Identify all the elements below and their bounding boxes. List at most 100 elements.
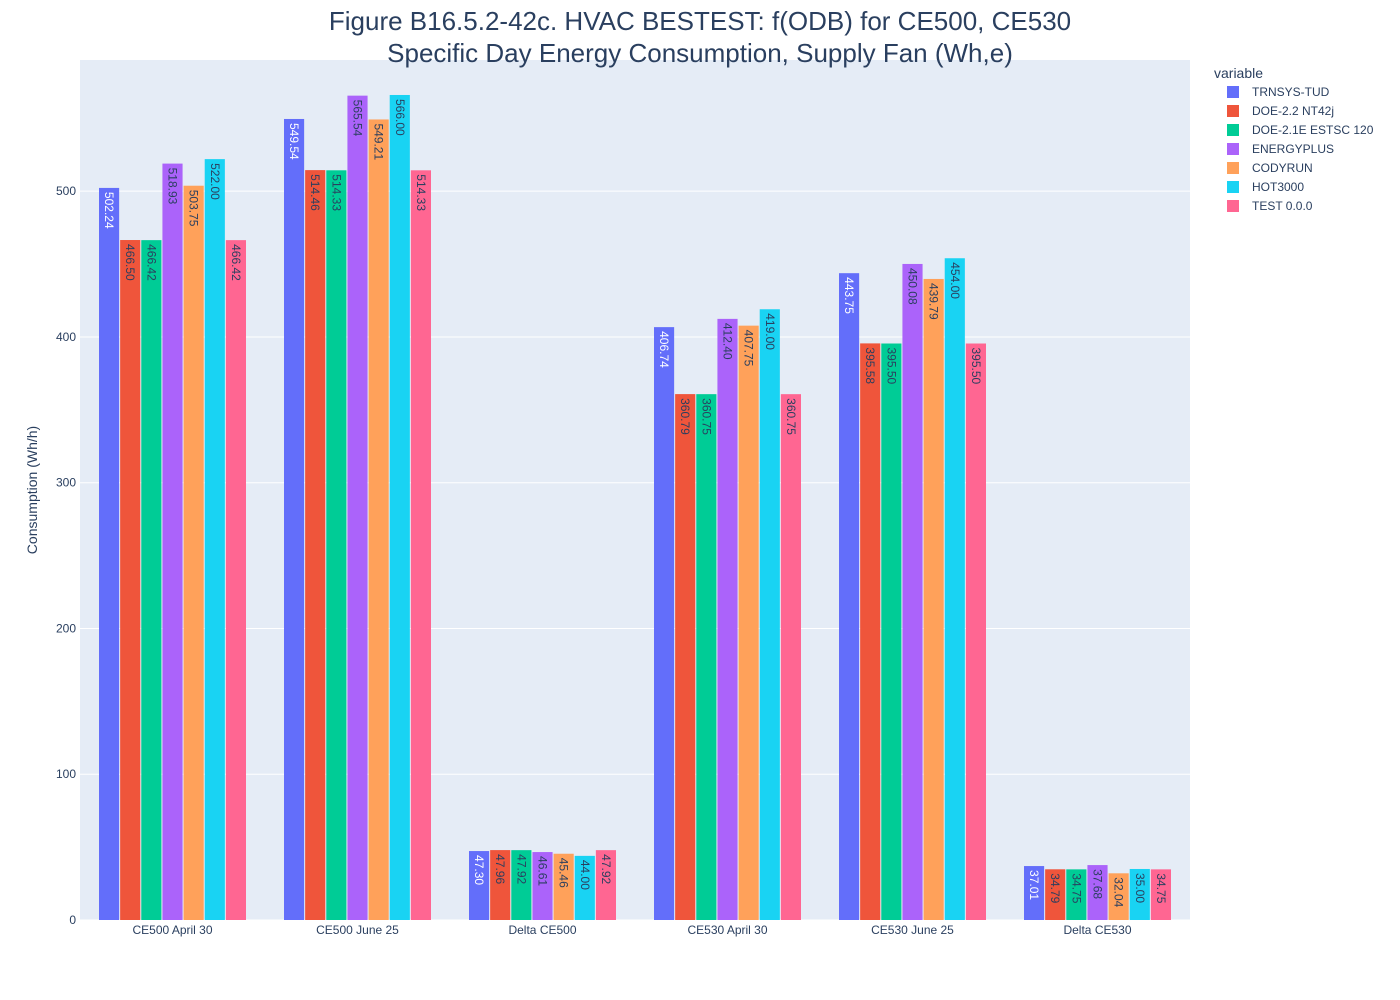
bar[interactable] xyxy=(1087,865,1108,920)
bar[interactable] xyxy=(1150,869,1171,920)
bar[interactable] xyxy=(595,850,616,920)
bar-value-label: 454.00 xyxy=(948,262,962,299)
x-tick-label: Delta CE530 xyxy=(1063,923,1131,937)
bar[interactable] xyxy=(553,853,574,920)
bar[interactable] xyxy=(1024,866,1045,920)
bar-value-label: 395.50 xyxy=(884,348,898,385)
y-axis-ticks: 0 100 200 300 400 500 xyxy=(56,184,76,927)
bar[interactable] xyxy=(183,185,204,920)
bar[interactable] xyxy=(410,170,431,920)
bar-value-label: 514.33 xyxy=(414,174,428,211)
bar[interactable] xyxy=(225,240,246,921)
bar-value-label: 502.24 xyxy=(102,192,116,229)
bar[interactable] xyxy=(326,170,347,920)
y-tick-label: 100 xyxy=(56,767,76,781)
legend-swatch xyxy=(1227,162,1239,174)
bar[interactable] xyxy=(780,394,801,920)
bar[interactable] xyxy=(511,850,532,920)
bar[interactable] xyxy=(923,278,944,920)
bar-value-label: 565.54 xyxy=(351,100,365,137)
bar[interactable] xyxy=(965,343,986,920)
bar-value-label: 47.30 xyxy=(472,855,486,885)
chart-title-line-1: Figure B16.5.2-42c. HVAC BESTEST: f(ODB)… xyxy=(329,6,1071,36)
bar[interactable] xyxy=(759,309,780,920)
bar[interactable] xyxy=(675,394,696,920)
legend-item-label[interactable]: CODYRUN xyxy=(1252,161,1313,175)
bar-value-label: 419.00 xyxy=(763,313,777,350)
bar-value-label: 45.46 xyxy=(557,858,571,888)
bar[interactable] xyxy=(654,327,675,920)
y-tick-label: 300 xyxy=(56,476,76,490)
bar[interactable] xyxy=(99,187,120,920)
bar[interactable] xyxy=(284,118,305,921)
bar[interactable] xyxy=(696,394,717,920)
y-tick-label: 500 xyxy=(56,184,76,198)
bar[interactable] xyxy=(204,159,225,920)
bar-value-label: 44.00 xyxy=(578,860,592,890)
legend-item-label[interactable]: TEST 0.0.0 xyxy=(1252,199,1313,213)
x-tick-label: CE500 June 25 xyxy=(316,923,399,937)
legend-item-label[interactable]: TRNSYS-TUD xyxy=(1252,85,1330,99)
y-tick-label: 200 xyxy=(56,621,76,635)
bar[interactable] xyxy=(944,258,965,920)
bar-value-label: 360.75 xyxy=(784,398,798,435)
legend-item-label[interactable]: DOE-2.1E ESTSC 120 xyxy=(1252,123,1374,137)
bar-value-label: 466.42 xyxy=(229,244,243,281)
bar[interactable] xyxy=(1129,868,1150,920)
bar-value-label: 395.58 xyxy=(863,347,877,384)
bar-value-label: 37.68 xyxy=(1091,869,1105,899)
bar[interactable] xyxy=(1108,873,1129,920)
legend-item-label[interactable]: ENERGYPLUS xyxy=(1252,142,1334,156)
legend-item-label[interactable]: HOT3000 xyxy=(1252,180,1304,194)
bar[interactable] xyxy=(902,263,923,920)
bar-value-label: 514.46 xyxy=(308,174,322,211)
bar[interactable] xyxy=(305,170,326,921)
x-tick-label: CE500 April 30 xyxy=(132,923,212,937)
bar[interactable] xyxy=(738,325,759,920)
bar[interactable] xyxy=(717,318,738,920)
bar[interactable] xyxy=(860,343,881,921)
legend-swatch xyxy=(1227,124,1239,136)
chart-title-line-2: Specific Day Energy Consumption, Supply … xyxy=(387,38,1013,68)
bar-value-label: 412.40 xyxy=(721,323,735,360)
bar[interactable] xyxy=(1045,869,1066,920)
bar[interactable] xyxy=(120,240,141,920)
bar-value-label: 514.33 xyxy=(329,174,343,211)
bar[interactable] xyxy=(162,163,183,920)
legend-swatch xyxy=(1227,86,1239,98)
bar-value-label: 439.79 xyxy=(927,283,941,320)
bar[interactable] xyxy=(881,343,902,920)
bar[interactable] xyxy=(469,851,490,920)
bar[interactable] xyxy=(389,94,410,921)
bar[interactable] xyxy=(347,95,368,920)
legend-item-label[interactable]: DOE-2.2 NT42j xyxy=(1252,104,1334,118)
bar[interactable] xyxy=(839,273,860,920)
bar-value-label: 518.93 xyxy=(166,168,180,205)
bar-value-label: 549.21 xyxy=(372,123,386,160)
bar[interactable] xyxy=(141,240,162,921)
grid-lines xyxy=(80,190,1190,921)
bar[interactable] xyxy=(1066,869,1087,920)
bar[interactable] xyxy=(368,119,389,921)
bar[interactable] xyxy=(490,850,511,920)
bar-value-label: 34.75 xyxy=(1154,873,1168,903)
y-tick-label: 0 xyxy=(69,913,76,927)
legend-swatch xyxy=(1227,143,1239,155)
legend[interactable]: variable TRNSYS-TUD DOE-2.2 NT42j DOE-2.1E… xyxy=(1214,65,1374,213)
bar-value-label: 503.75 xyxy=(187,190,201,227)
bar-value-label: 549.54 xyxy=(287,123,301,160)
bar-value-label: 406.74 xyxy=(657,331,671,368)
bar-value-label: 47.92 xyxy=(599,854,613,884)
y-tick-label: 400 xyxy=(56,330,76,344)
bar[interactable] xyxy=(532,852,553,920)
bar[interactable] xyxy=(574,855,595,920)
bar-value-label: 466.50 xyxy=(123,244,137,281)
bar-value-label: 407.75 xyxy=(742,330,756,367)
legend-swatch xyxy=(1227,181,1239,193)
bar-value-label: 466.42 xyxy=(144,244,158,281)
bar-labels: 502.24 466.50 466.42 518.93 503.75 522.00 466.… xyxy=(102,99,1168,908)
bar-value-label: 32.04 xyxy=(1112,877,1126,907)
x-axis-ticks: CE500 April 30 CE500 June 25 Delta CE500 CE… xyxy=(132,923,1131,937)
legend-title: variable xyxy=(1214,65,1263,81)
